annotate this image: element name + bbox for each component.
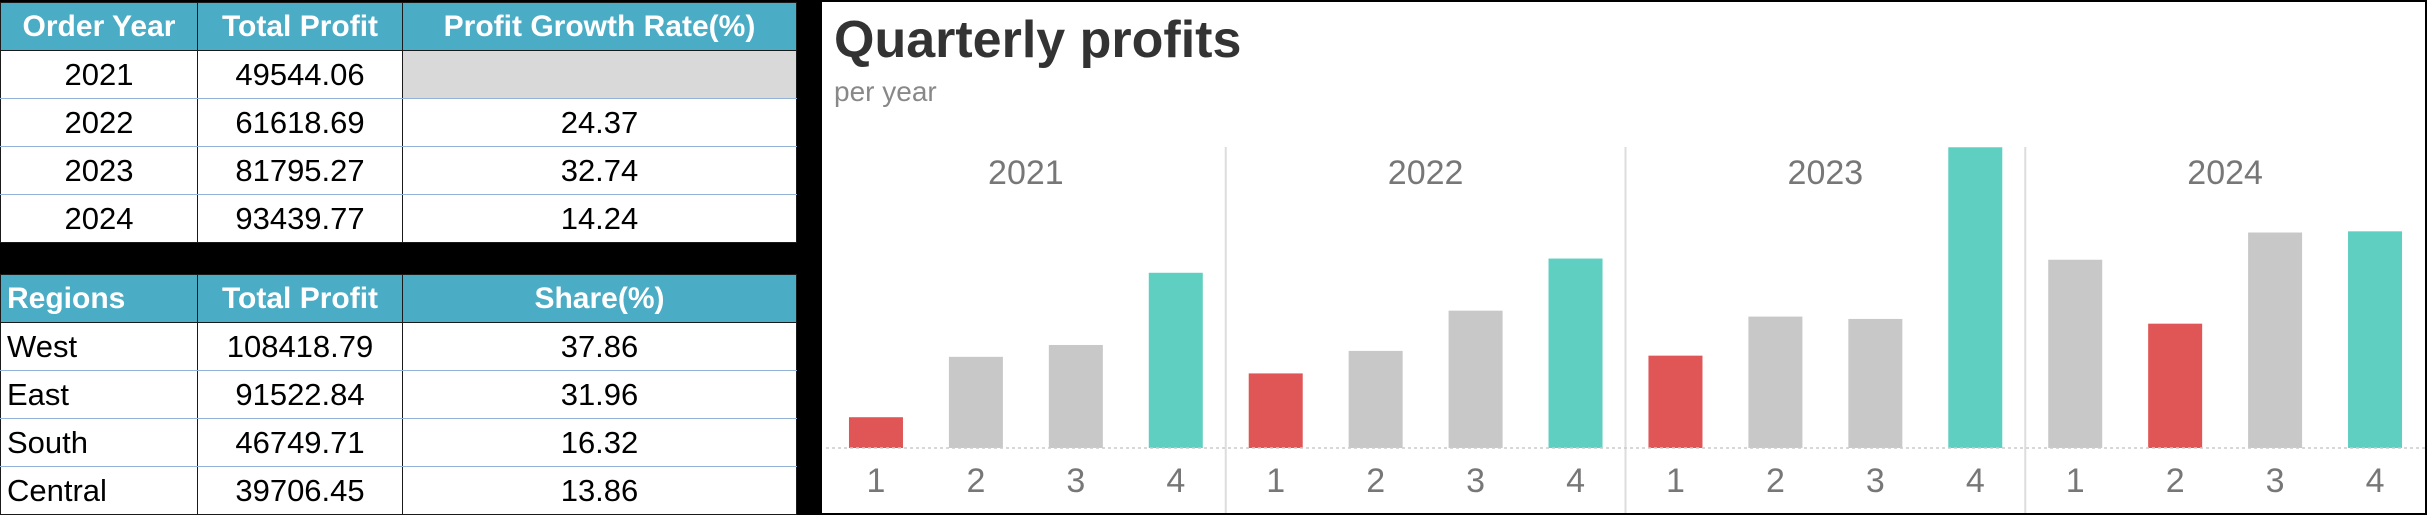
column-header-order-year: Order Year <box>0 2 198 51</box>
cell-region: Central <box>0 466 198 515</box>
tables-panel: Order Year Total Profit Profit Growth Ra… <box>0 0 820 515</box>
table-header-row: Order Year Total Profit Profit Growth Ra… <box>0 2 797 51</box>
bar-2024-q2 <box>2148 323 2203 448</box>
table-header-row: Regions Total Profit Share(%) <box>0 274 797 323</box>
cell-region: East <box>0 370 198 419</box>
bar-2021-q2 <box>948 356 1003 448</box>
quarter-tick-label: 1 <box>2066 462 2085 500</box>
bar-2021-q4 <box>1148 272 1203 448</box>
quarter-tick-label: 1 <box>1266 462 1285 500</box>
cell-total-profit: 91522.84 <box>197 370 403 419</box>
cell-share: 16.32 <box>402 418 797 467</box>
bar-2022-q4 <box>1548 258 1603 448</box>
bar-2022-q1 <box>1248 373 1303 448</box>
quarter-tick-label: 2 <box>1766 462 1785 500</box>
year-panel-label: 2021 <box>988 154 1064 192</box>
bar-2022-q2 <box>1348 350 1403 448</box>
cell-total-profit: 39706.45 <box>197 466 403 515</box>
quarterly-profits-chart: Quarterly profits per year 2021 1 2 3 4 2022 1… <box>820 0 2427 515</box>
bar-2023-q2 <box>1748 316 1803 448</box>
cell-growth-rate: 24.37 <box>402 98 797 147</box>
quarter-tick-label: 3 <box>1066 462 1085 500</box>
chart-title: Quarterly profits <box>834 11 1242 69</box>
quarter-tick-label: 3 <box>1466 462 1485 500</box>
year-panel-label: 2024 <box>2187 154 2263 192</box>
table-row: 2023 81795.27 32.74 <box>0 146 797 195</box>
bar-2024-q1 <box>2048 259 2103 448</box>
cell-region: West <box>0 322 198 371</box>
cell-order-year: 2021 <box>0 50 198 99</box>
table-row: 2022 61618.69 24.37 <box>0 98 797 147</box>
bar-2023-q3 <box>1848 318 1903 448</box>
quarter-tick-label: 4 <box>2366 462 2385 500</box>
table-row: 2024 93439.77 14.24 <box>0 194 797 243</box>
quarter-tick-label: 3 <box>2266 462 2285 500</box>
bar-2023-q4 <box>1948 147 2003 448</box>
quarter-tick-label: 4 <box>1966 462 1985 500</box>
quarter-tick-label: 4 <box>1566 462 1585 500</box>
quarter-tick-label: 1 <box>1666 462 1685 500</box>
column-header-growth-rate: Profit Growth Rate(%) <box>402 2 797 51</box>
table-row: Central 39706.45 13.86 <box>0 466 797 515</box>
column-header-regions: Regions <box>0 274 198 323</box>
quarter-tick-label: 2 <box>1366 462 1385 500</box>
cell-total-profit: 108418.79 <box>197 322 403 371</box>
yearly-profit-table: Order Year Total Profit Profit Growth Ra… <box>0 2 797 243</box>
bar-2021-q1 <box>848 417 903 448</box>
cell-total-profit: 46749.71 <box>197 418 403 467</box>
cell-total-profit: 49544.06 <box>197 50 403 99</box>
cell-order-year: 2022 <box>0 98 198 147</box>
table-row: West 108418.79 37.86 <box>0 322 797 371</box>
cell-total-profit: 81795.27 <box>197 146 403 195</box>
table-row: 2021 49544.06 <box>0 50 797 99</box>
quarter-tick-label: 3 <box>1866 462 1885 500</box>
cell-share: 37.86 <box>402 322 797 371</box>
cell-growth-rate: 14.24 <box>402 194 797 243</box>
table-row: South 46749.71 16.32 <box>0 418 797 467</box>
quarter-tick-label: 2 <box>2166 462 2185 500</box>
cell-growth-rate: 32.74 <box>402 146 797 195</box>
quarter-tick-label: 2 <box>966 462 985 500</box>
cell-total-profit: 61618.69 <box>197 98 403 147</box>
cell-region: South <box>0 418 198 467</box>
chart-subtitle: per year <box>834 76 937 107</box>
cell-total-profit: 93439.77 <box>197 194 403 243</box>
chart-plot: 2021 1 2 3 4 2022 1 2 3 4 2023 1 2 3 4 2024 1 2 3 4 <box>826 147 2425 513</box>
regional-profit-table: Regions Total Profit Share(%) West 10841… <box>0 274 797 515</box>
bar-2022-q3 <box>1448 310 1503 448</box>
table-row: East 91522.84 31.96 <box>0 370 797 419</box>
bar-2021-q3 <box>1048 344 1103 448</box>
bar-2024-q3 <box>2248 232 2303 448</box>
quarter-tick-label: 1 <box>867 462 886 500</box>
column-header-share: Share(%) <box>402 274 797 323</box>
year-panel-label: 2022 <box>1388 154 1464 192</box>
cell-growth-rate <box>402 50 797 99</box>
column-header-total-profit: Total Profit <box>197 274 403 323</box>
column-header-total-profit: Total Profit <box>197 2 403 51</box>
bar-2023-q1 <box>1648 355 1703 448</box>
year-panel-label: 2023 <box>1788 154 1864 192</box>
cell-order-year: 2024 <box>0 194 198 243</box>
cell-share: 13.86 <box>402 466 797 515</box>
quarter-tick-label: 4 <box>1166 462 1185 500</box>
cell-share: 31.96 <box>402 370 797 419</box>
cell-order-year: 2023 <box>0 146 198 195</box>
bar-2024-q4 <box>2348 231 2403 448</box>
